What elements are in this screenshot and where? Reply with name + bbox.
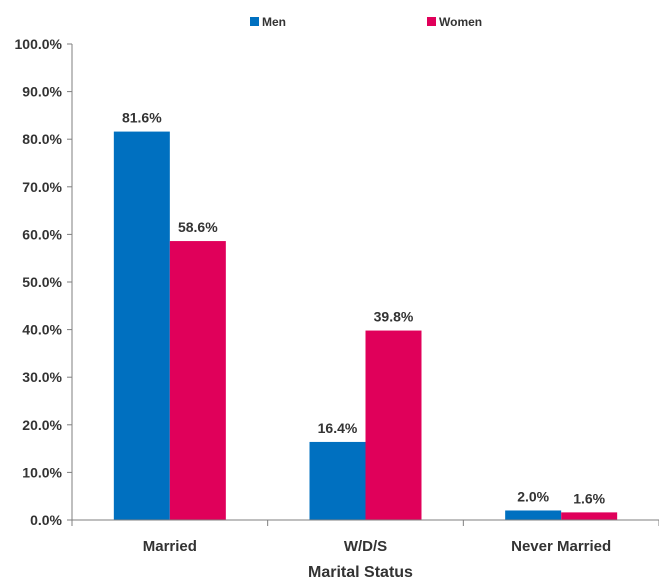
y-tick-label: 40.0%: [22, 322, 62, 338]
y-tick-label: 20.0%: [22, 417, 62, 433]
y-axis: 0.0% 10.0% 20.0% 30.0% 40.0% 50.0% 60.0% 70.0% 8…: [15, 36, 73, 528]
x-tick-label: Married: [143, 538, 197, 555]
legend-label: Men: [262, 15, 286, 29]
y-tick-label: 80.0%: [22, 131, 62, 147]
x-axis-title: Marital Status: [308, 564, 413, 581]
bar-women: [561, 512, 618, 520]
data-label: 81.6%: [122, 110, 162, 126]
y-tick-label: 90.0%: [22, 84, 62, 100]
x-tick-label: W/D/S: [344, 538, 387, 555]
bar-men: [309, 441, 366, 520]
legend-swatch-men: [250, 17, 259, 26]
y-tick-label: 0.0%: [30, 512, 62, 528]
bar-men: [113, 131, 170, 521]
legend-label: Women: [439, 15, 482, 29]
x-axis: Married W/D/S Never Married: [71, 519, 659, 555]
bar-men: [505, 510, 562, 520]
data-label: 1.6%: [573, 490, 605, 506]
x-tick-label: Never Married: [511, 538, 611, 555]
data-label: 39.8%: [374, 309, 414, 325]
y-tick-label: 60.0%: [22, 226, 62, 242]
data-label: 2.0%: [517, 488, 549, 504]
bar-women: [169, 241, 226, 520]
legend: Men Women: [250, 15, 482, 29]
data-label: 58.6%: [178, 219, 218, 235]
bars: 81.6% 16.4% 2.0% 58.6% 39.8% 1.6%: [113, 110, 618, 521]
y-tick-label: 30.0%: [22, 369, 62, 385]
data-label: 16.4%: [318, 420, 358, 436]
legend-swatch-women: [427, 17, 436, 26]
y-tick-label: 70.0%: [22, 179, 62, 195]
bar-women: [365, 330, 422, 520]
y-tick-label: 50.0%: [22, 274, 62, 290]
y-tick-label: 10.0%: [22, 464, 62, 480]
y-tick-label: 100.0%: [15, 36, 63, 52]
